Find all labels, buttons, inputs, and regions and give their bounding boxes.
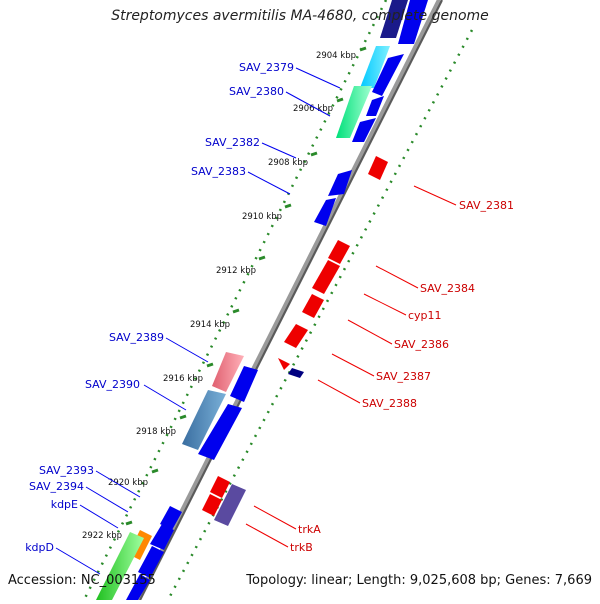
gene-block[interactable] [138,546,164,578]
ruler-tick-label: 2918 kbp [136,427,176,437]
ruler-tick-mark [359,46,367,52]
ruler-tick-label: 2908 kbp [268,158,308,168]
gene-block-kdpD[interactable] [96,532,144,600]
gene-block-trkB[interactable] [214,484,246,526]
connector-line [55,547,101,575]
genome-summary-text: Topology: linear; Length: 9,025,608 bp; … [246,573,592,588]
ruler-tick-label: 2910 kbp [242,212,282,222]
gene-label[interactable]: SAV_2389 [109,331,164,344]
right-gene-labels: SAV_2381 SAV_2384 cyp11 SAV_2386 SAV_238… [290,199,514,554]
left-connectors [55,67,341,575]
connector-line [165,337,209,363]
gene-label[interactable]: SAV_2387 [376,370,431,383]
gene-label[interactable]: kdpE [51,498,78,511]
gene-block[interactable] [366,96,384,116]
gene-block[interactable] [160,506,182,530]
gene-block[interactable] [352,118,376,142]
kbp-ruler: 2904 kbp 2906 kbp 2908 kbp 2910 kbp 2912… [82,46,367,541]
right-connectors [245,185,457,548]
connector-line [375,265,419,289]
left-guide-line [82,0,388,601]
connector-line [363,293,407,316]
connector-line [347,319,393,345]
connector-line [413,185,457,206]
gene-label[interactable]: SAV_2390 [85,378,140,391]
gene-block-SAV_2384[interactable] [312,260,340,294]
gene-label[interactable]: SAV_2380 [229,85,284,98]
ruler-tick-mark [125,520,133,526]
gene-label[interactable]: trkB [290,541,313,554]
gene-block[interactable] [150,524,174,550]
gene-label[interactable]: SAV_2388 [362,397,417,410]
connector-line [85,486,129,513]
connector-line [143,384,187,411]
gene-label[interactable]: trkA [298,523,321,536]
ruler-tick-mark [310,151,318,157]
connector-line [295,67,341,89]
gene-block[interactable] [198,404,242,460]
ruler-tick-mark [151,468,159,474]
ruler-tick-mark [179,414,187,420]
gene-block-SAV_2390[interactable] [182,390,226,450]
gene-block-SAV_2387[interactable] [278,358,290,370]
connector-line [247,171,291,195]
gene-label[interactable]: SAV_2394 [29,480,84,493]
left-gene-labels: SAV_2379 SAV_2380 SAV_2382 SAV_2383 SAV_… [25,61,294,554]
gene-block-trkA[interactable] [202,494,222,516]
ruler-tick-label: 2914 kbp [190,320,230,330]
ruler-tick-mark [232,308,240,314]
gene-block[interactable] [398,0,428,44]
connector-line [261,142,297,159]
gene-label[interactable]: SAV_2384 [420,282,475,295]
gene-block[interactable] [210,476,230,498]
gene-block[interactable] [314,198,336,226]
genome-backbone-shadow [139,0,443,601]
genome-title: Streptomyces avermitilis MA-4680, comple… [111,8,489,24]
ruler-tick-mark [284,203,292,209]
connector-line [245,523,289,548]
gene-block-SAV_2379[interactable] [360,46,390,88]
gene-block[interactable] [380,0,408,38]
gene-label[interactable]: SAV_2379 [239,61,294,74]
gene-label[interactable]: SAV_2382 [205,136,260,149]
genome-backbone [135,0,443,602]
gene-block[interactable] [126,574,150,600]
ruler-tick-label: 2920 kbp [108,478,148,488]
gene-block-SAV_2386[interactable] [284,324,308,348]
ruler-tick-label: 2912 kbp [216,266,256,276]
gene-label[interactable]: SAV_2381 [459,199,514,212]
gene-block-SAV_2389[interactable] [212,352,244,392]
ruler-tick-label: 2904 kbp [316,51,356,61]
ruler-tick-label: 2916 kbp [163,374,203,384]
gene-block-cyp11[interactable] [302,294,324,318]
gene-label[interactable]: kdpD [25,541,54,554]
ruler-tick-label: 2906 kbp [293,104,333,114]
ruler-tick-mark [336,97,344,103]
connector-line [331,353,375,377]
gene-label[interactable]: SAV_2393 [39,464,94,477]
gene-block[interactable] [328,170,352,196]
gene-block[interactable] [230,366,258,402]
gene-block-SAV_2388[interactable] [288,368,304,378]
forward-genes [96,0,428,600]
ruler-tick-mark [206,362,214,368]
reverse-genes [202,156,388,526]
ruler-tick-mark [258,255,266,261]
gene-label[interactable]: SAV_2383 [191,165,246,178]
accession-text: Accession: NC_003155 [8,573,156,588]
connector-line [317,379,361,404]
gene-label[interactable]: cyp11 [408,309,442,322]
gene-block[interactable] [372,54,404,96]
gene-block[interactable] [328,240,350,264]
ruler-tick-label: 2922 kbp [82,531,122,541]
connector-line [79,504,119,529]
gene-block-SAV_2380[interactable] [336,86,372,138]
gene-block-SAV_2381[interactable] [368,156,388,180]
gene-label[interactable]: SAV_2386 [394,338,449,351]
connector-line [253,505,297,530]
connector-line [285,91,331,117]
connector-line [95,470,141,498]
